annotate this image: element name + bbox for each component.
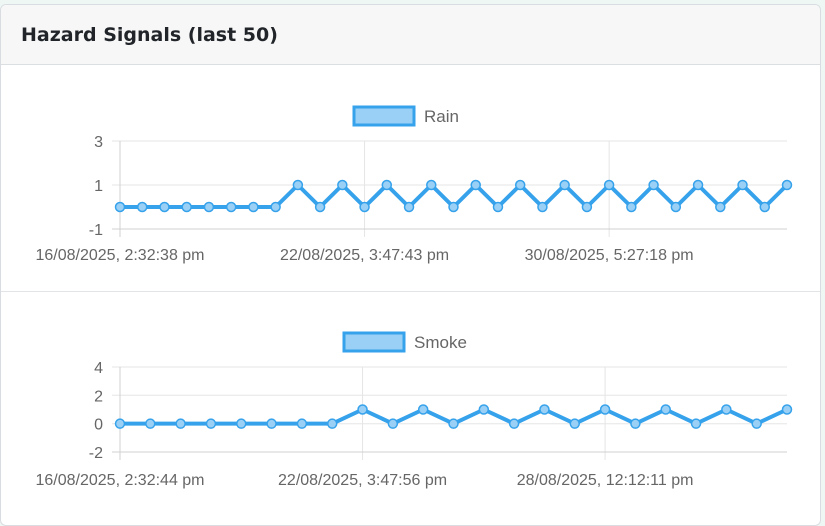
rain-data-point xyxy=(514,179,526,191)
rain-data-point xyxy=(715,201,726,213)
rain-data-point xyxy=(448,201,459,213)
smoke-y-tick-label: -2 xyxy=(89,445,103,462)
smoke-x-tick-label: 22/08/2025, 3:47:56 pm xyxy=(278,472,447,489)
rain-y-tick-label: 3 xyxy=(94,134,103,151)
smoke-data-point xyxy=(751,418,762,429)
rain-data-point xyxy=(270,201,281,213)
smoke-data-point xyxy=(145,418,156,429)
smoke-data-point xyxy=(236,418,247,429)
rain-data-point xyxy=(381,179,393,191)
rain-data-point xyxy=(492,201,504,213)
smoke-x-tick-label: 16/08/2025, 2:32:44 pm xyxy=(35,472,204,489)
smoke-data-point xyxy=(599,404,611,415)
smoke-data-point xyxy=(539,404,550,415)
smoke-data-point xyxy=(326,418,338,429)
rain-data-point xyxy=(181,201,192,213)
rain-data-point xyxy=(670,201,682,213)
smoke-data-point xyxy=(478,404,490,415)
rain-data-point xyxy=(136,201,148,213)
rain-data-point xyxy=(225,201,237,213)
rain-data-point xyxy=(403,201,415,213)
smoke-legend-swatch xyxy=(342,331,406,353)
smoke-data-point xyxy=(690,418,702,429)
smoke-data-point xyxy=(781,404,793,415)
smoke-data-point xyxy=(296,418,308,429)
smoke-data-point xyxy=(175,418,186,429)
rain-data-point xyxy=(292,179,304,191)
rain-data-point xyxy=(426,179,437,191)
rain-legend-label: Rain xyxy=(424,107,459,126)
smoke-data-point xyxy=(387,418,399,429)
smoke-data-point xyxy=(569,418,581,429)
rain-data-point xyxy=(603,179,615,191)
smoke-data-point xyxy=(266,418,277,429)
rain-data-point xyxy=(781,179,793,191)
smoke-legend: Smoke xyxy=(342,331,467,353)
rain-legend-swatch xyxy=(352,105,416,127)
rain-data-point xyxy=(559,179,570,191)
rain-data-point xyxy=(159,201,170,213)
rain-data-point xyxy=(692,179,704,191)
smoke-chart: Smoke 4 2 0 -2 16/08/2025, 2:32:44 pm 22/08/20… xyxy=(35,331,793,489)
rain-data-point xyxy=(337,179,348,191)
rain-data-point xyxy=(581,201,593,213)
smoke-y-tick-label: 4 xyxy=(94,360,103,377)
rain-data-point xyxy=(470,179,481,191)
rain-x-tick-label: 16/08/2025, 2:32:38 pm xyxy=(35,247,204,264)
smoke-y-tick-label: 0 xyxy=(94,417,103,434)
rain-data-point xyxy=(248,201,259,213)
card-header: Hazard Signals (last 50) xyxy=(1,5,820,65)
smoke-data-point xyxy=(630,418,641,429)
smoke-data-point xyxy=(417,404,429,415)
rain-data-point xyxy=(626,201,637,213)
smoke-data-point xyxy=(721,404,732,415)
smoke-data-point xyxy=(660,404,671,415)
smoke-data-point xyxy=(114,418,126,429)
smoke-legend-label: Smoke xyxy=(414,333,467,352)
rain-data-point xyxy=(737,179,748,191)
rain-legend: Rain xyxy=(352,105,459,127)
smoke-y-tick-label: 2 xyxy=(94,388,103,405)
smoke-data-point xyxy=(357,404,368,415)
smoke-data-point xyxy=(205,418,217,429)
rain-data-point xyxy=(537,201,548,213)
rain-data-point xyxy=(203,201,215,213)
rain-x-tick-label: 22/08/2025, 3:47:43 pm xyxy=(280,247,449,264)
section-divider xyxy=(1,291,820,292)
smoke-data-point xyxy=(448,418,459,429)
rain-y-tick-label: 1 xyxy=(94,178,103,195)
rain-y-tick-label: -1 xyxy=(89,222,103,239)
rain-x-tick-label: 30/08/2025, 5:27:18 pm xyxy=(525,247,694,264)
rain-data-point xyxy=(759,201,771,213)
smoke-data-point xyxy=(508,418,520,429)
hazard-signals-card: Hazard Signals (last 50) Rain 3 1 -1 16/08/2… xyxy=(0,4,821,526)
rain-data-point xyxy=(359,201,370,213)
card-title: Hazard Signals (last 50) xyxy=(21,23,278,46)
rain-chart: Rain 3 1 -1 16/08/2025, 2:32:38 pm 22/08/2025… xyxy=(35,105,793,264)
rain-data-point xyxy=(648,179,659,191)
smoke-x-tick-label: 28/08/2025, 12:12:11 pm xyxy=(517,472,694,489)
rain-data-point xyxy=(114,201,126,213)
rain-data-point xyxy=(314,201,326,213)
